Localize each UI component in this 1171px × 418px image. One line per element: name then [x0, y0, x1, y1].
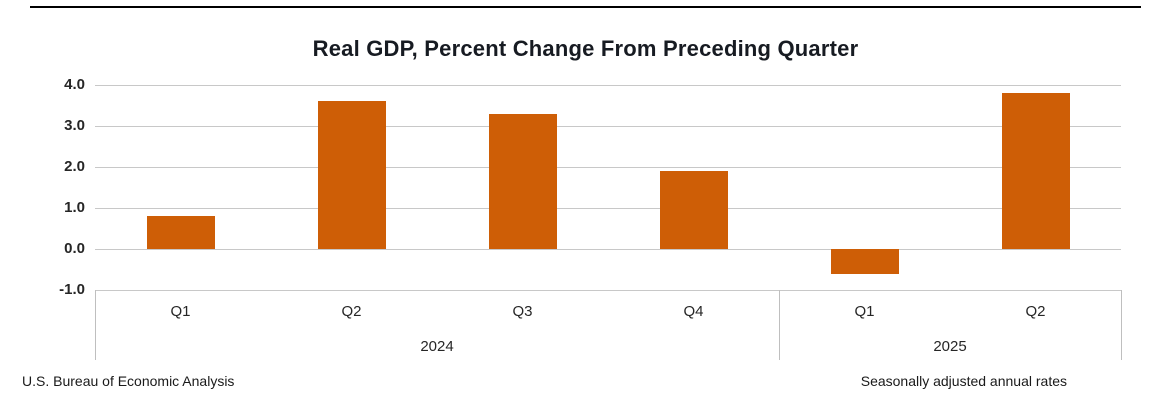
top-rule: [30, 6, 1141, 8]
x-axis-year-label: 2025: [933, 338, 967, 355]
x-axis-quarter-label: Q4: [683, 303, 704, 320]
gridline-0.0: [95, 249, 1121, 250]
y-axis-tick-label: 2.0: [64, 158, 85, 175]
y-axis-tick-label: 3.0: [64, 117, 85, 134]
y-axis-tick-label: -1.0: [59, 281, 85, 298]
gridline-1.0: [95, 208, 1121, 209]
source-note: U.S. Bureau of Economic Analysis: [22, 373, 235, 389]
bar-2024-q2: [317, 101, 386, 249]
x-axis-quarter-label: Q3: [512, 303, 533, 320]
category-axis-separator: [1121, 290, 1122, 360]
category-axis-separator: [779, 290, 780, 360]
y-axis-tick-label: 0.0: [64, 240, 85, 257]
category-axis-separator: [95, 290, 96, 360]
x-axis-year-label: 2024: [420, 338, 454, 355]
gridline-2.0: [95, 167, 1121, 168]
gridline--1.0: [95, 290, 1121, 291]
adjustment-note: Seasonally adjusted annual rates: [860, 373, 1067, 389]
bar-2024-q1: [146, 216, 215, 249]
bar-2025-q2: [1001, 93, 1070, 249]
gridline-4.0: [95, 85, 1121, 86]
bar-2024-q4: [659, 171, 728, 249]
x-axis-quarter-label: Q2: [341, 303, 362, 320]
bar-2025-q1: [830, 249, 899, 274]
y-axis-tick-label: 4.0: [64, 76, 85, 93]
x-axis-quarter-label: Q1: [854, 303, 875, 320]
bar-2024-q3: [488, 113, 557, 249]
chart-title: Real GDP, Percent Change From Preceding …: [312, 36, 859, 61]
x-axis-quarter-label: Q1: [170, 303, 191, 320]
x-axis-quarter-label: Q2: [1025, 303, 1046, 320]
gridline-3.0: [95, 126, 1121, 127]
y-axis-tick-label: 1.0: [64, 199, 85, 216]
